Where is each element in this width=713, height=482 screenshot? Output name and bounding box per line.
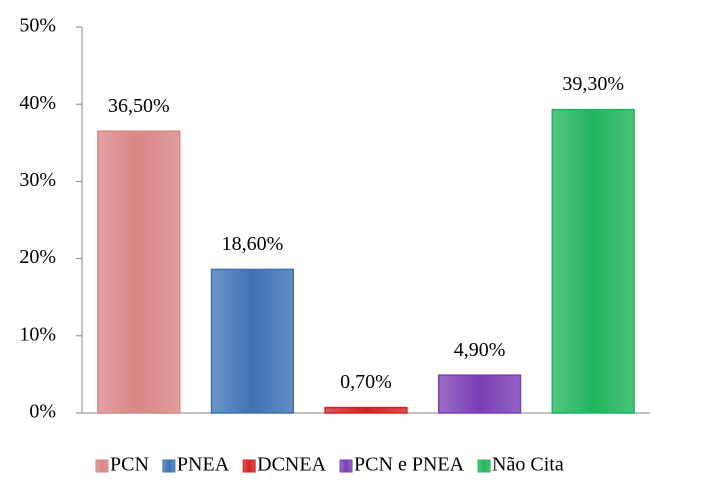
bar [324,406,408,414]
y-tick-label: 10% [19,323,56,345]
bar [437,374,522,414]
legend-label: PNEA [177,454,230,476]
legend-swatch [339,459,353,473]
legend-label: Não Cita [492,454,564,476]
data-label: 0,70% [340,371,392,393]
y-tick-label: 30% [19,169,56,191]
data-label: 18,60% [222,233,284,255]
data-label: 39,30% [562,73,624,95]
legend-label: PCN e PNEA [354,454,465,476]
bar [210,268,295,414]
bar [97,130,181,414]
legend: PCN PNEA DCNEA PCN e PNEA Não Cita [95,454,564,476]
legend-swatch [95,459,109,473]
legend-label: PCN [110,454,149,476]
y-tick-label: 20% [19,246,56,268]
data-label: 4,90% [454,339,506,361]
legend-swatch [242,459,256,473]
y-tick-label: 40% [19,92,56,114]
y-tick-label: 50% [19,15,56,37]
legend-swatch [477,459,491,473]
legend-label: DCNEA [257,454,326,476]
legend-swatch [162,459,176,473]
y-tick-label: 0% [29,401,56,423]
bar [551,108,635,414]
data-label: 36,50% [108,95,170,117]
